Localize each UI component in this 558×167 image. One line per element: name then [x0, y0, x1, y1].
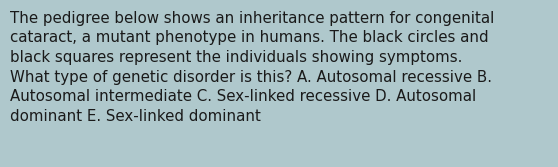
Text: The pedigree below shows an inheritance pattern for congenital
cataract, a mutan: The pedigree below shows an inheritance … [10, 11, 494, 124]
